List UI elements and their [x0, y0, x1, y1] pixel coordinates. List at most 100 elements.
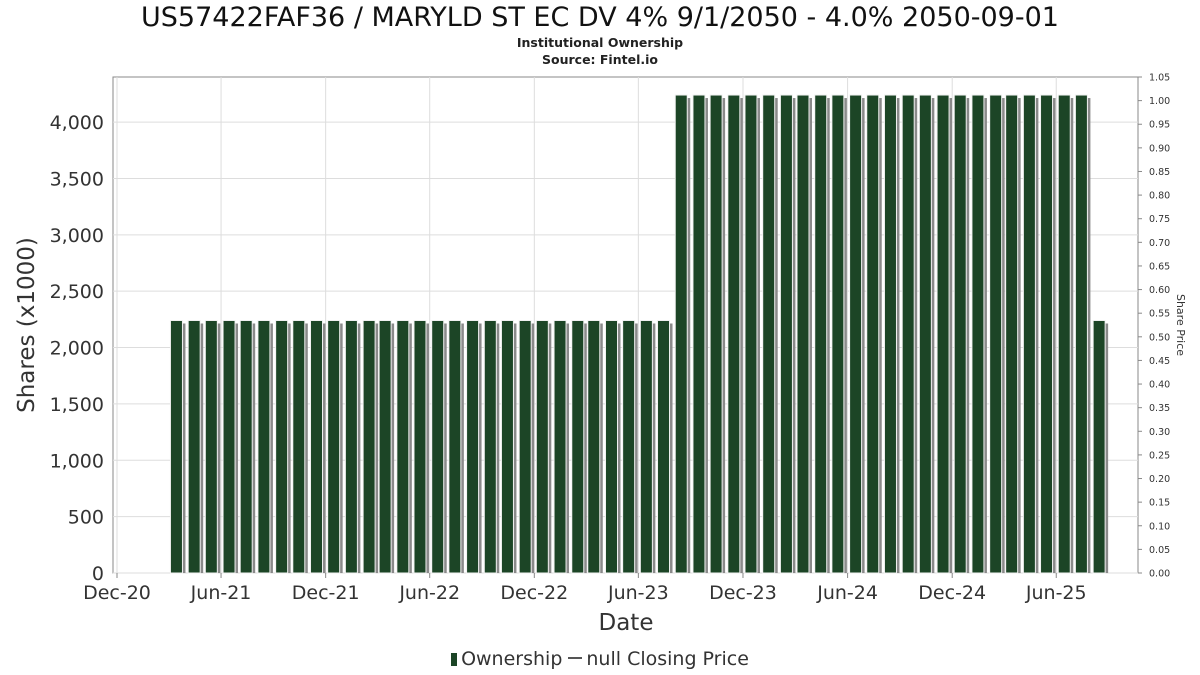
ownership-bar	[413, 319, 427, 574]
ownership-bar	[744, 94, 758, 574]
ownership-bar	[657, 319, 671, 574]
ownership-bar	[883, 94, 897, 574]
closing-price-legend-line	[568, 657, 583, 659]
y2-tick-label: 0.90	[1149, 143, 1170, 154]
ownership-bar	[639, 319, 653, 574]
ownership-bar	[604, 319, 618, 574]
y2-tick-label: 0.40	[1149, 380, 1170, 391]
ownership-bar	[727, 94, 741, 574]
ownership-bar	[448, 319, 462, 574]
ownership-bar	[362, 319, 376, 574]
x-tick-label: Jun-25	[1025, 582, 1087, 604]
ownership-bar	[831, 94, 845, 574]
ownership-bar	[553, 319, 567, 574]
x-axis-title: Date	[599, 610, 654, 636]
ownership-bar	[901, 94, 915, 574]
ownership-bar	[1040, 94, 1054, 574]
y2-tick-label: 0.10	[1149, 521, 1170, 532]
y2-tick-label: 0.95	[1149, 120, 1170, 131]
ownership-bar	[779, 94, 793, 574]
ownership-bar	[483, 319, 497, 574]
ownership-bar	[239, 319, 253, 574]
y2-tick-label: 0.50	[1149, 332, 1170, 343]
ownership-bar	[222, 319, 236, 574]
y2-tick-label: 0.25	[1149, 450, 1170, 461]
ownership-bar	[1092, 319, 1106, 574]
ownership-bar	[692, 94, 706, 574]
ownership-bar	[292, 319, 306, 574]
legend: Ownership null Closing Price	[0, 648, 1200, 670]
ownership-bar	[674, 94, 688, 574]
y2-tick-label: 0.70	[1149, 238, 1170, 249]
ownership-bar	[169, 319, 183, 574]
closing-price-legend-label: null Closing Price	[586, 648, 749, 670]
ownership-bar	[1022, 94, 1036, 574]
y2-tick-label: 0.80	[1149, 191, 1170, 202]
ownership-bar	[709, 94, 723, 574]
x-tick-label: Jun-22	[398, 582, 460, 604]
y2-tick-label: 0.60	[1149, 285, 1170, 296]
ownership-bar	[814, 94, 828, 574]
ownership-bar	[466, 319, 480, 574]
ownership-bar	[1005, 94, 1019, 574]
ownership-bar	[275, 319, 289, 574]
ownership-bar	[849, 94, 863, 574]
y2-tick-label: 1.00	[1149, 96, 1170, 107]
ownership-bar	[953, 94, 967, 574]
ownership-bar	[204, 319, 218, 574]
ownership-bar	[1057, 94, 1071, 574]
chart-source: Source: Fintel.io	[542, 52, 658, 67]
ownership-bar	[571, 319, 585, 574]
ownership-bar	[187, 319, 201, 574]
ownership-bar	[535, 319, 549, 574]
x-tick-label: Dec-23	[709, 582, 777, 604]
y2-tick-label: 1.05	[1149, 73, 1170, 84]
ownership-bar	[622, 319, 636, 574]
ownership-bar	[587, 319, 601, 574]
x-tick-label: Jun-24	[816, 582, 878, 604]
y2-tick-label: 0.55	[1149, 309, 1170, 320]
y2-tick-label: 0.30	[1149, 427, 1170, 438]
x-tick-label: Dec-21	[292, 582, 360, 604]
x-tick-label: Dec-22	[500, 582, 568, 604]
ownership-bar	[257, 319, 271, 574]
y-tick-label: 4,000	[50, 112, 104, 134]
ownership-bar	[327, 319, 341, 574]
ownership-bar	[971, 94, 985, 574]
y-tick-label: 0	[92, 563, 104, 585]
ownership-bar	[344, 319, 358, 574]
x-tick-label: Jun-23	[607, 582, 669, 604]
ownership-bar	[866, 94, 880, 574]
y-tick-label: 2,500	[50, 281, 104, 303]
chart-title: US57422FAF36 / MARYLD ST EC DV 4% 9/1/20…	[141, 2, 1059, 33]
ownership-bar	[378, 319, 392, 574]
ownership-bar	[431, 319, 445, 574]
y-axis-title: Shares (x1000)	[14, 237, 40, 413]
ownership-bar	[500, 319, 514, 574]
y2-tick-label: 0.65	[1149, 261, 1170, 272]
y2-tick-label: 0.15	[1149, 498, 1170, 509]
y2-tick-label: 0.00	[1149, 569, 1170, 580]
y-tick-label: 3,000	[50, 225, 104, 247]
y2-axis-title: Share Price	[1174, 294, 1187, 356]
y2-tick-label: 0.35	[1149, 403, 1170, 414]
y-tick-label: 1,500	[50, 394, 104, 416]
y-tick-label: 3,500	[50, 168, 104, 190]
y2-tick-label: 0.45	[1149, 356, 1170, 367]
ownership-bar	[396, 319, 410, 574]
y2-tick-label: 0.85	[1149, 167, 1170, 178]
ownership-bar	[310, 319, 324, 574]
x-tick-label: Jun-21	[190, 582, 252, 604]
ownership-bar	[936, 94, 950, 574]
y2-tick-label: 0.75	[1149, 214, 1170, 225]
ownership-bar	[796, 94, 810, 574]
y-tick-label: 1,000	[50, 450, 104, 472]
y-tick-label: 2,000	[50, 338, 104, 360]
ownership-legend-label: Ownership	[461, 648, 563, 670]
y2-tick-label: 0.20	[1149, 474, 1170, 485]
x-tick-label: Dec-20	[83, 582, 151, 604]
ownership-bar	[518, 319, 532, 574]
ownership-bar	[989, 94, 1003, 574]
ownership-legend-swatch	[451, 653, 458, 666]
